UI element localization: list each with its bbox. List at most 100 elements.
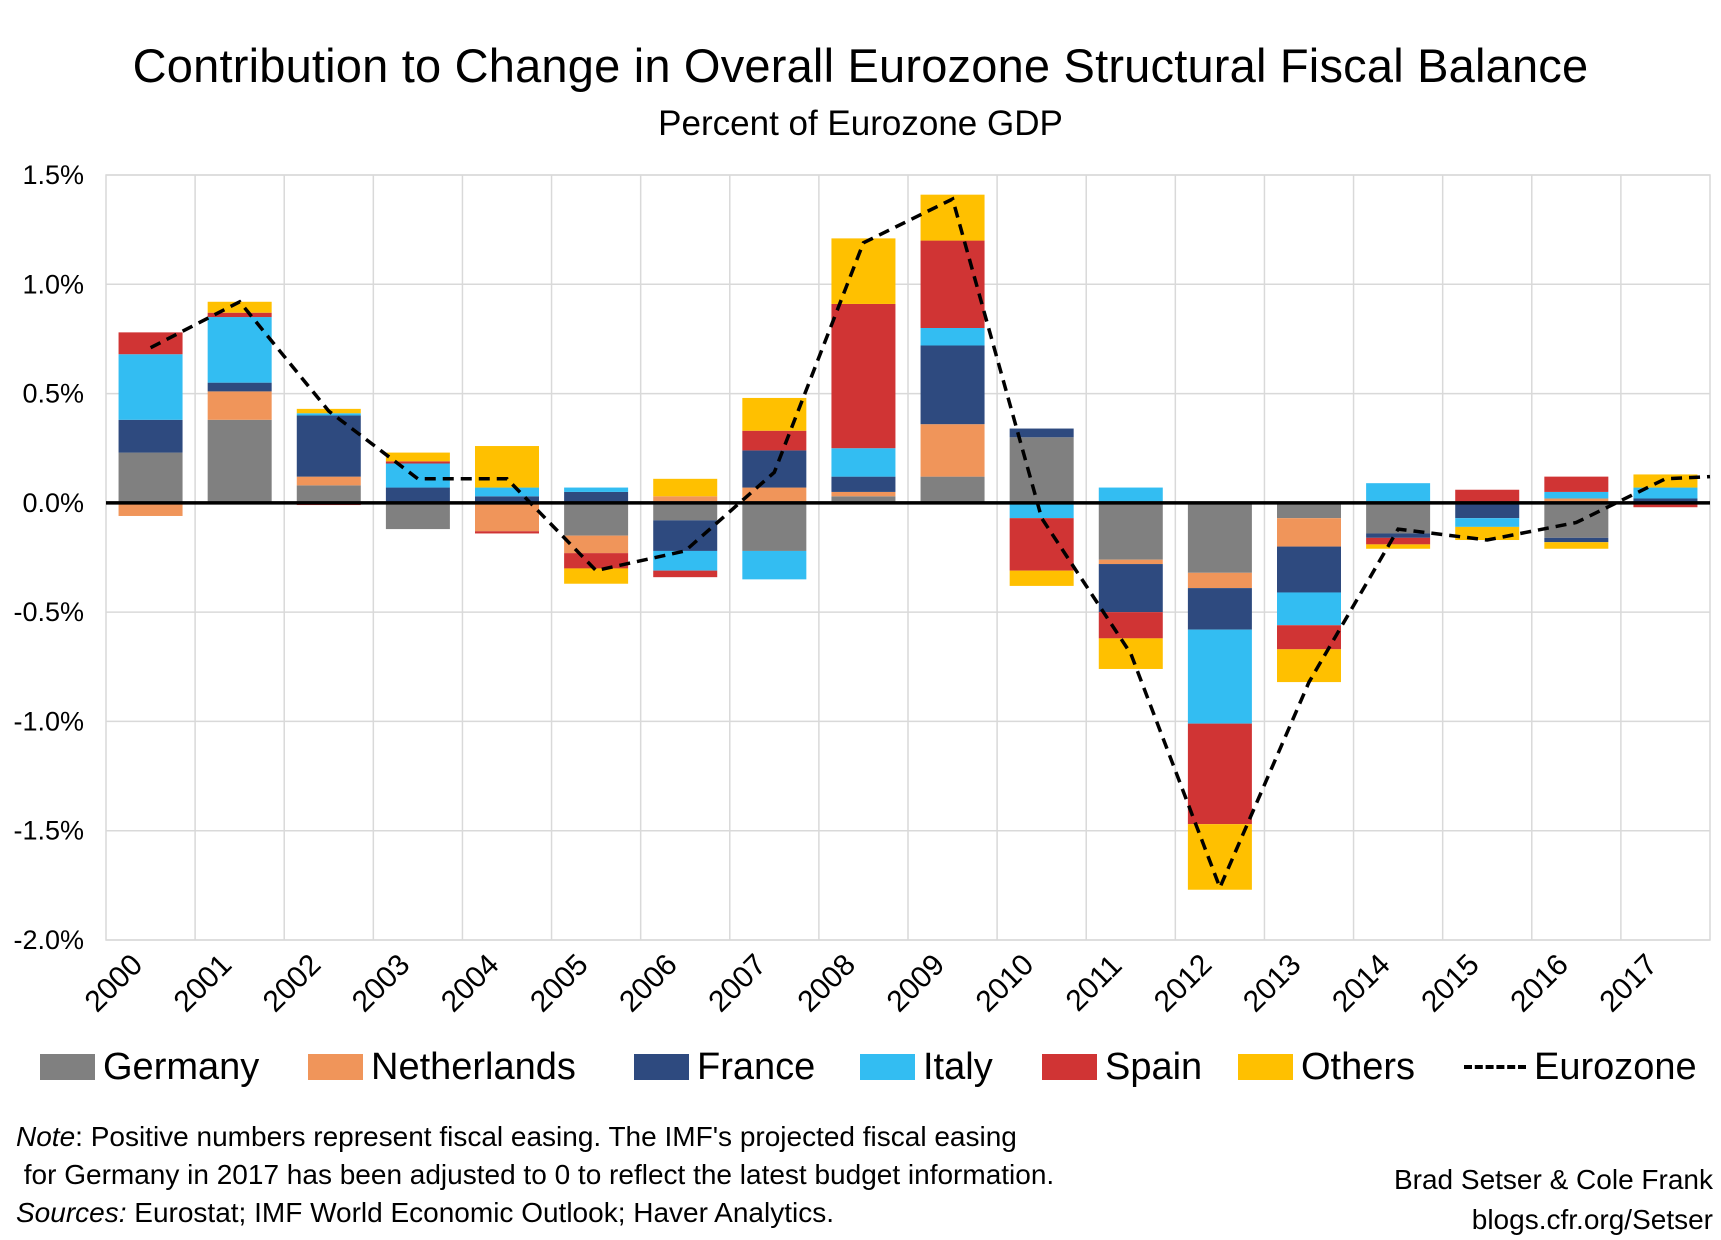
bar-segment-germany-2010 [1009,437,1074,503]
bar-segment-france-2000 [118,419,183,453]
bar-segment-germany-2011 [1098,502,1163,560]
bar-segment-others-2010 [1009,570,1074,586]
bar-segment-france-2012 [1187,588,1252,630]
y-tick-label: -2.0% [13,925,84,955]
bar-segment-france-2009 [920,345,985,425]
legend-swatch-eurozone [1464,1065,1526,1069]
bar-segment-germany-2013 [1277,502,1341,519]
bar-segment-france-2005 [564,491,629,503]
bar-segment-italy-2006 [653,550,718,571]
bar-segment-italy-2015 [1455,518,1520,527]
y-tick-label: 1.0% [22,269,84,299]
note-line-2: for Germany in 2017 has been adjusted to… [16,1159,1055,1190]
bar-segment-germany-2002 [296,485,361,503]
sources-label: Sources: [16,1197,127,1228]
legend-label-spain: Spain [1105,1045,1203,1088]
bar-segment-italy-2010 [1009,502,1074,519]
bar-segment-italy-2016 [1544,491,1609,499]
bar-segment-italy-2014 [1366,483,1431,503]
y-tick-label: -1.5% [13,816,84,846]
bar-segment-netherlands-2016 [1544,498,1609,503]
bar-segment-netherlands-2002 [296,476,361,486]
eurozone-line [149,196,1711,893]
bar-segment-others-2009 [920,194,985,241]
bar-segment-italy-2009 [920,328,985,346]
bar-segment-netherlands-2012 [1187,572,1252,589]
bar-segment-italy-2002 [296,413,361,416]
bar-segment-france-2004 [475,496,539,503]
bar-segment-spain-2005 [564,553,629,569]
bar-segment-netherlands-2007 [742,487,807,503]
bar-segment-france-2002 [296,415,361,477]
bar-segment-netherlands-2001 [207,391,272,420]
chart-credit: Brad Setser & Cole Frank blogs.cfr.org/S… [1394,1160,1713,1240]
legend-label-netherlands: Netherlands [371,1045,576,1088]
legend-item-spain: Spain [1042,1040,1202,1094]
chart-subtitle: Percent of Eurozone GDP [658,104,1063,143]
bar-segment-others-2014 [1366,544,1431,549]
bar-segment-germany-2007 [742,502,807,551]
bar-segment-netherlands-2013 [1277,518,1341,547]
bar-segment-italy-2005 [564,487,629,492]
bar-segment-netherlands-2005 [564,535,629,554]
bar-segment-spain-2008 [831,303,896,449]
bar-segment-spain-2014 [1366,537,1431,545]
bar-segment-italy-2000 [118,354,183,420]
x-tick-label: 2000 [79,948,150,1019]
y-tick-label: 1.5% [22,160,84,190]
x-tick-label: 2008 [791,948,862,1019]
chart-note: Note: Positive numbers represent fiscal … [16,1118,1054,1232]
bar-segment-netherlands-2004 [475,502,539,532]
bar-segment-italy-2017 [1633,487,1698,499]
bar-segment-spain-2001 [207,312,272,318]
legend-label-france: France [697,1045,816,1088]
bar-segment-germany-2000 [118,452,183,503]
bar-segment-italy-2012 [1187,629,1252,724]
legend-item-italy: Italy [860,1040,993,1094]
bar-segment-others-2011 [1098,638,1163,669]
x-tick-label: 2002 [257,948,328,1019]
x-tick-label: 2015 [1415,948,1486,1019]
bar-segment-netherlands-2000 [118,502,183,516]
bar-segment-germany-2005 [564,502,629,536]
x-tick-label: 2017 [1593,948,1664,1019]
bar-segment-france-2003 [385,487,450,503]
x-tick-label: 2010 [970,948,1041,1019]
legend-swatch-others [1238,1054,1293,1080]
bar-segment-france-2016 [1544,537,1609,543]
bar-segment-germany-2016 [1544,502,1609,538]
x-tick-label: 2011 [1060,949,1129,1018]
legend-swatch-spain [1042,1054,1097,1080]
bar-segment-spain-2017 [1633,502,1698,508]
credit-url: blogs.cfr.org/Setser [1471,1204,1713,1235]
y-tick-label: -1.0% [13,706,84,736]
bar-segment-others-2006 [653,478,718,497]
x-tick-label: 2016 [1504,948,1575,1019]
x-tick-label: 2001 [168,948,239,1019]
bar-segment-germany-2003 [385,502,450,530]
legend-swatch-netherlands [308,1054,363,1080]
bar-segment-others-2003 [385,452,450,462]
x-tick-label: 2005 [524,948,595,1019]
bar-segment-spain-2012 [1187,723,1252,825]
bar-segment-italy-2013 [1277,592,1341,626]
x-tick-label: 2004 [435,948,506,1019]
bar-segment-others-2013 [1277,649,1341,683]
x-tick-label: 2003 [346,948,417,1019]
y-tick-label: 0.0% [22,488,84,518]
bar-segment-france-2006 [653,520,718,551]
bar-segment-france-2001 [207,382,272,392]
bar-segment-germany-2008 [831,496,896,503]
bar-segment-spain-2007 [742,430,807,451]
bar-segment-france-2015 [1455,502,1520,519]
bar-segment-spain-2015 [1455,489,1520,503]
bar-segment-germany-2009 [920,476,985,503]
chart-title: Contribution to Change in Overall Eurozo… [132,39,1589,92]
bar-segment-france-2008 [831,476,896,492]
bar-segment-germany-2001 [207,419,272,503]
legend-swatch-germany [40,1054,95,1080]
bar-segment-italy-2011 [1098,487,1163,503]
stacked-bar-chart: 1.5% 1.0% 0.5% 0.0% -0.5% -1.0% -1.5% -2.0%2000… [13,160,1711,1019]
legend-label-eurozone: Eurozone [1534,1045,1697,1088]
bar-segment-spain-2011 [1098,612,1163,639]
